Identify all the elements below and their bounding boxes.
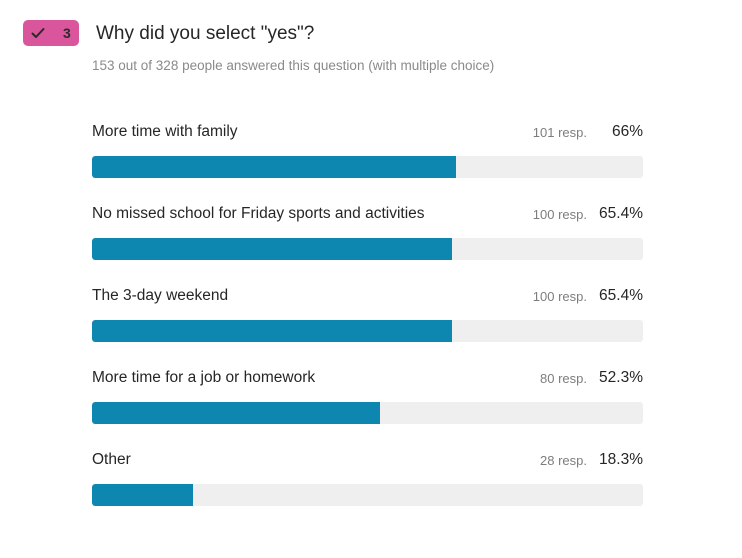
answer-label: The 3-day weekend [92, 287, 229, 304]
question-number: 3 [63, 25, 71, 41]
bar-fill [92, 402, 380, 424]
question-title: Why did you select "yes"? [96, 23, 315, 44]
results-bar-chart: More time with family 101 resp. 66% No miss… [92, 120, 643, 530]
response-count: 100 resp. [532, 207, 587, 222]
bar-fill [92, 320, 452, 342]
response-percent: 65.4% [599, 287, 643, 304]
response-percent: 66% [611, 123, 643, 140]
response-count: 100 resp. [532, 289, 587, 304]
response-percent: 65.4% [599, 205, 643, 222]
answer-label: No missed school for Friday sports and a… [92, 205, 425, 222]
answer-row: Other 28 resp. 18.3% [92, 448, 643, 530]
bar-track [92, 156, 643, 178]
answer-row: The 3-day weekend 100 resp. 65.4% [92, 284, 643, 366]
answer-row: More time with family 101 resp. 66% [92, 120, 643, 202]
answer-label: Other [92, 451, 131, 468]
response-percent: 52.3% [599, 369, 643, 386]
response-count: 28 resp. [540, 453, 587, 468]
answer-label: More time with family [92, 123, 238, 140]
response-percent: 18.3% [599, 451, 643, 468]
question-number-badge: 3 [23, 20, 79, 46]
bar-track [92, 238, 643, 260]
response-count: 80 resp. [540, 371, 587, 386]
answer-row: More time for a job or homework 80 resp. 5… [92, 366, 643, 448]
answer-row: No missed school for Friday sports and a… [92, 202, 643, 284]
answer-label: More time for a job or homework [92, 369, 316, 386]
bar-track [92, 484, 643, 506]
response-count: 101 resp. [532, 125, 587, 140]
bar-track [92, 402, 643, 424]
bar-fill [92, 484, 193, 506]
bar-fill [92, 156, 456, 178]
check-icon [31, 28, 45, 38]
bar-track [92, 320, 643, 342]
question-subtitle: 153 out of 328 people answered this ques… [92, 58, 495, 73]
bar-fill [92, 238, 452, 260]
